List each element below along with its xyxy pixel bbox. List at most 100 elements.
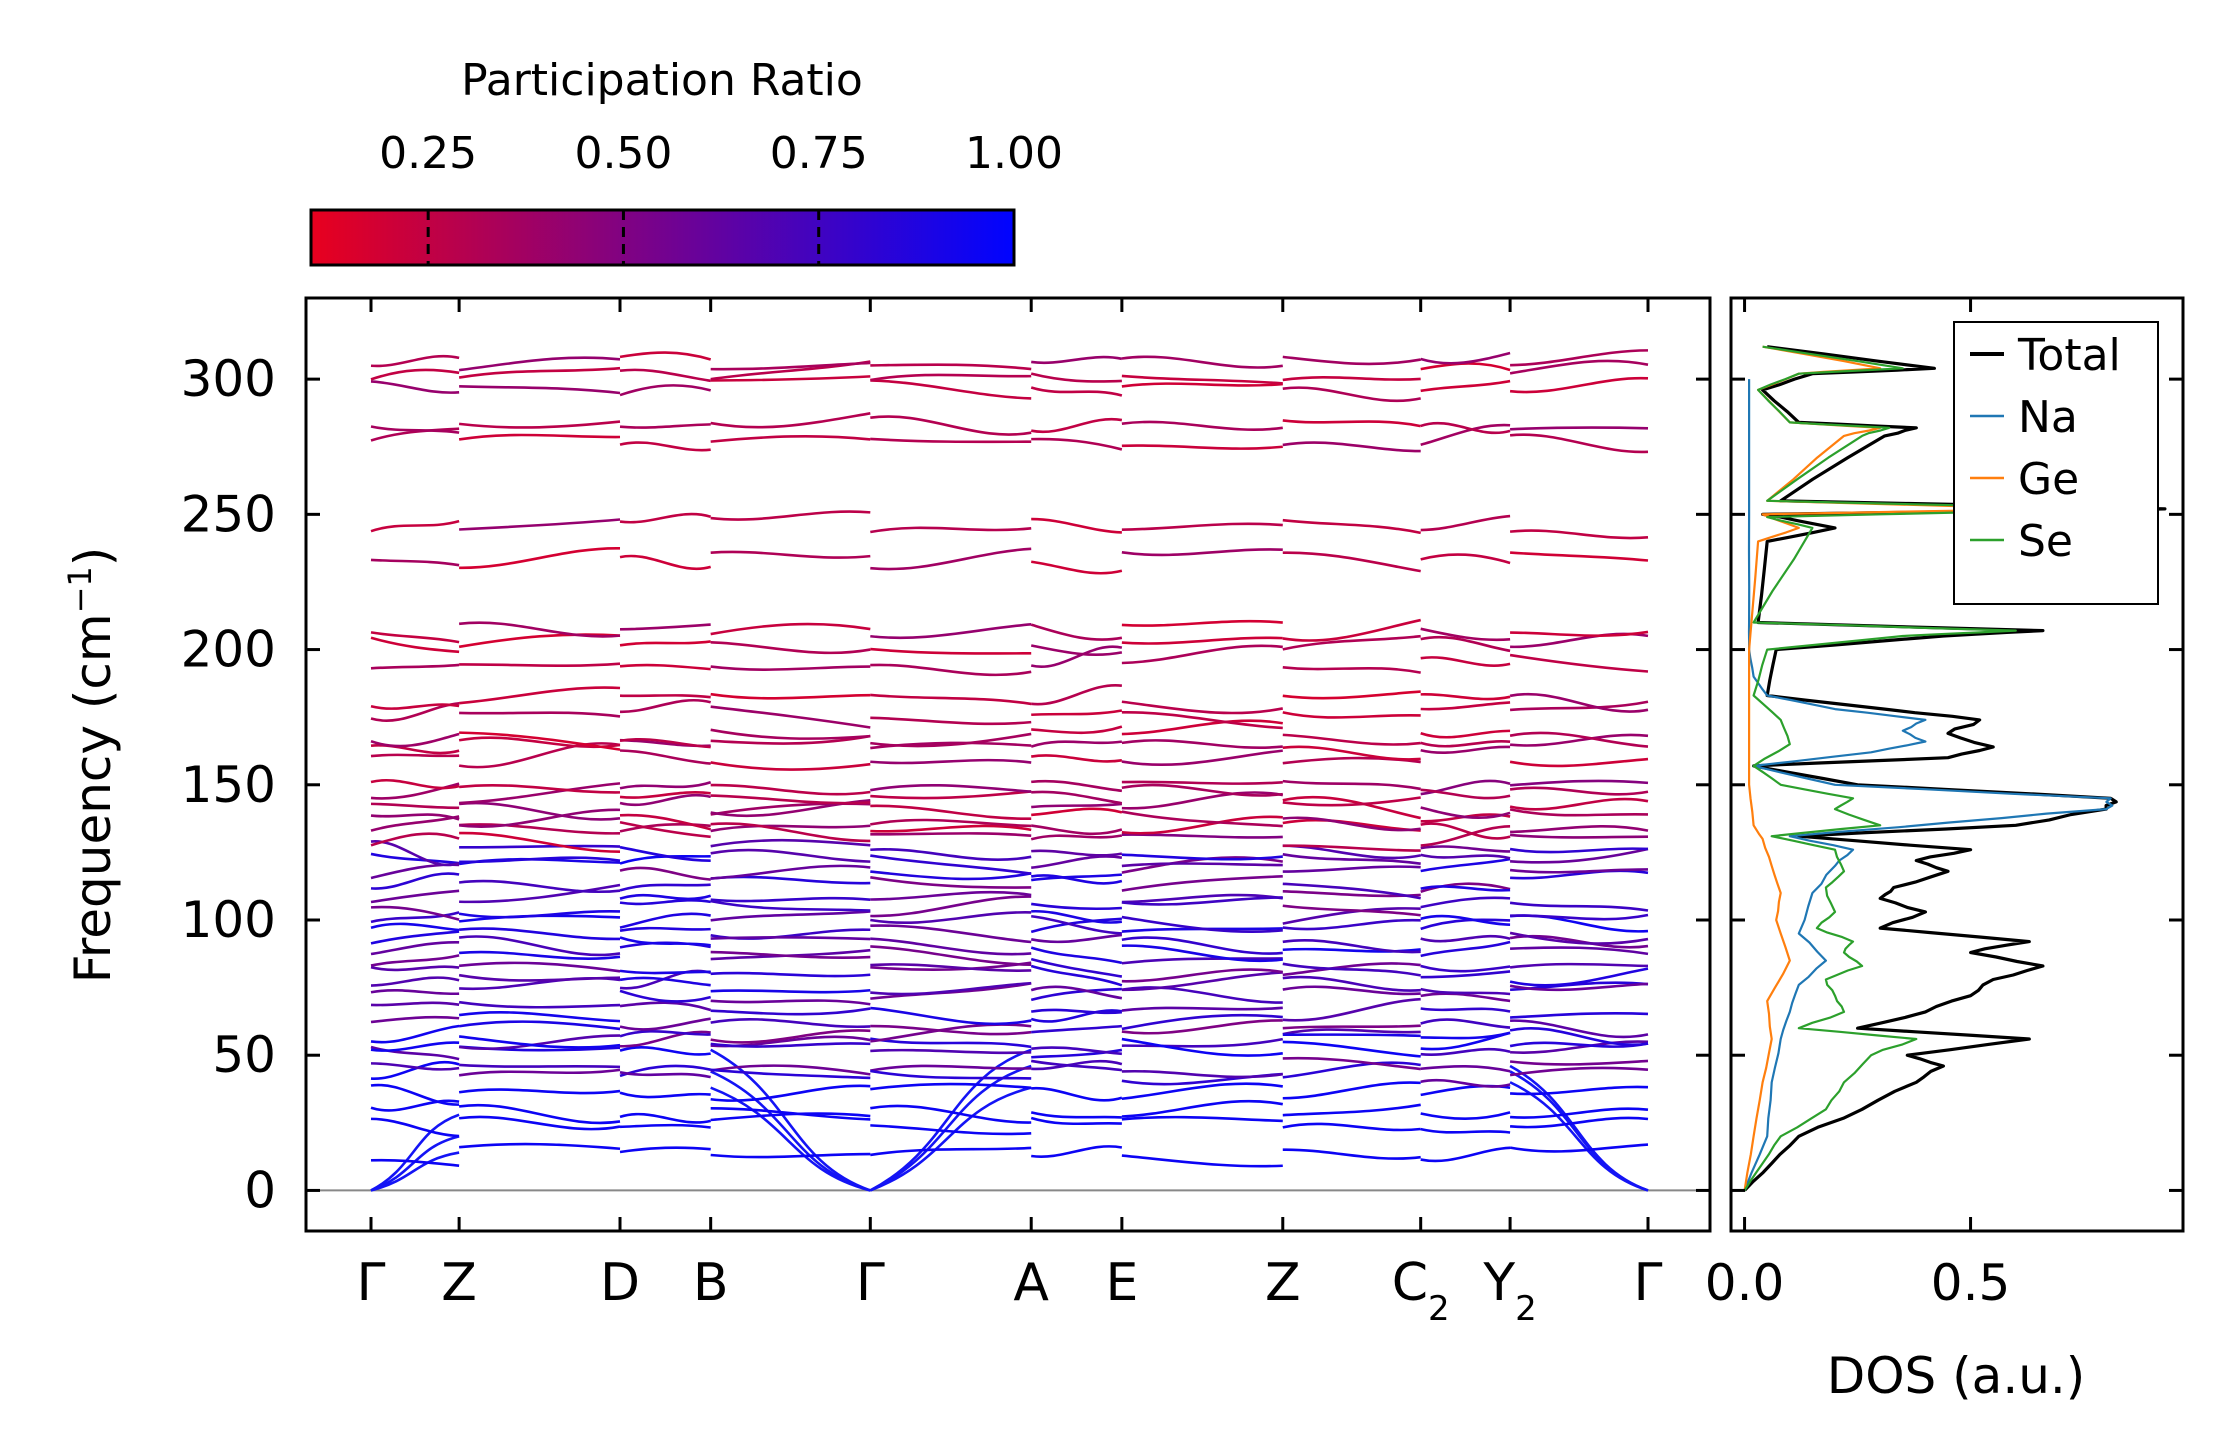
phonon-band — [370, 1045, 460, 1061]
phonon-band — [1121, 700, 1284, 715]
phonon-band — [1121, 810, 1283, 828]
phonon-band — [370, 815, 460, 832]
phonon-band — [1509, 901, 1649, 912]
phonon-band — [1420, 825, 1511, 847]
phonon-band — [1420, 701, 1511, 711]
phonon-band — [619, 969, 711, 975]
phonon-band — [710, 692, 871, 700]
phonon-band — [1121, 711, 1283, 730]
phonon-band — [870, 1104, 1032, 1124]
phonon-band — [710, 1017, 871, 1029]
y-tick-label: 50 — [212, 1026, 276, 1084]
phonon-band — [370, 663, 460, 670]
k-point-label: Γ — [357, 1253, 386, 1313]
phonon-band — [870, 818, 1032, 828]
phonon-band — [1031, 910, 1123, 924]
phonon-band — [1509, 1107, 1649, 1119]
y-tick-label: 200 — [181, 621, 276, 679]
phonon-band — [370, 425, 460, 434]
phonon-band — [710, 875, 871, 885]
phonon-band — [1282, 618, 1421, 642]
phonon-band — [370, 1158, 460, 1167]
phonon-band — [458, 742, 621, 769]
phonon-band — [1282, 386, 1421, 403]
phonon-band — [619, 1030, 711, 1048]
phonon-band — [370, 636, 460, 654]
phonon-band — [1420, 822, 1511, 840]
phonon-band — [370, 889, 460, 904]
phonon-band — [1031, 754, 1123, 763]
phonon-band — [1121, 893, 1283, 904]
phonon-band — [710, 434, 871, 443]
phonon-band — [619, 512, 712, 524]
phonon-band — [1031, 560, 1123, 575]
phonon-band — [1509, 967, 1649, 987]
phonon-band — [1509, 1085, 1649, 1096]
phonon-band — [1031, 1087, 1123, 1102]
phonon-band — [458, 1068, 621, 1077]
colorbar-tick-label: 0.25 — [379, 128, 477, 179]
phonon-band — [870, 1037, 1032, 1049]
phonon-band — [1121, 1069, 1283, 1079]
phonon-band — [459, 950, 621, 960]
phonon-band — [370, 989, 460, 996]
phonon-band — [619, 822, 711, 833]
phonon-band — [1030, 1059, 1123, 1072]
phonon-band — [459, 518, 621, 531]
k-point-label: C2 — [1392, 1253, 1450, 1329]
phonon-band — [1031, 725, 1123, 735]
phonon-band — [1282, 1103, 1421, 1117]
phonon-band — [1121, 853, 1283, 861]
phonon-band — [1031, 802, 1123, 809]
phonon-band — [1121, 971, 1283, 992]
phonon-band — [1509, 982, 1649, 992]
phonon-band — [1121, 355, 1283, 369]
phonon-band — [619, 1071, 711, 1079]
phonon-band — [710, 361, 871, 371]
phonon-band — [1509, 757, 1649, 768]
phonon-band — [1420, 1065, 1511, 1073]
phonon-band — [710, 1107, 871, 1121]
phonon-band — [370, 380, 460, 394]
phonon-band — [710, 838, 871, 848]
phonon-band — [1030, 917, 1122, 934]
phonon-band — [459, 823, 621, 835]
y-tick-label: 250 — [181, 485, 276, 543]
k-point-label: D — [600, 1253, 640, 1313]
phonon-band — [1030, 1116, 1122, 1126]
phonon-band — [710, 794, 871, 805]
phonon-band — [1121, 957, 1283, 965]
phonon-band — [1509, 779, 1649, 787]
phonon-band — [1282, 690, 1421, 700]
phonon-band — [870, 963, 1032, 972]
phonon-band — [1509, 833, 1649, 839]
phonon-band — [1031, 1048, 1123, 1059]
phonon-band — [458, 1035, 621, 1049]
phonon-band — [710, 971, 871, 978]
phonon-band — [1030, 834, 1123, 841]
phonon-band — [710, 375, 871, 382]
phonon-band — [870, 647, 1032, 655]
phonon-band — [1030, 957, 1123, 978]
phonon-band — [1509, 1116, 1649, 1129]
phonon-band — [1121, 1019, 1283, 1035]
phonon-band — [458, 801, 621, 821]
phonon-band — [1509, 931, 1649, 945]
phonon-band — [1282, 1081, 1421, 1100]
phonon-band — [710, 896, 871, 903]
phonon-band — [619, 698, 712, 714]
phonon-band — [619, 384, 712, 397]
phonon-band — [1420, 693, 1511, 701]
acoustic-band — [370, 1151, 460, 1192]
phonon-band — [1121, 783, 1283, 797]
k-point-label: E — [1105, 1253, 1138, 1313]
phonon-band — [1282, 1033, 1421, 1038]
phonon-band — [1420, 656, 1511, 667]
phonon-band — [1510, 946, 1649, 956]
k-point-label: A — [1013, 1253, 1049, 1313]
phonon-band — [619, 351, 712, 361]
phonon-band — [870, 716, 1032, 726]
y-axis-ticks: 0 50 100 150 200 250 300 — [181, 350, 1710, 1219]
k-point-label: Z — [1265, 1253, 1301, 1313]
phonon-band — [459, 662, 621, 667]
